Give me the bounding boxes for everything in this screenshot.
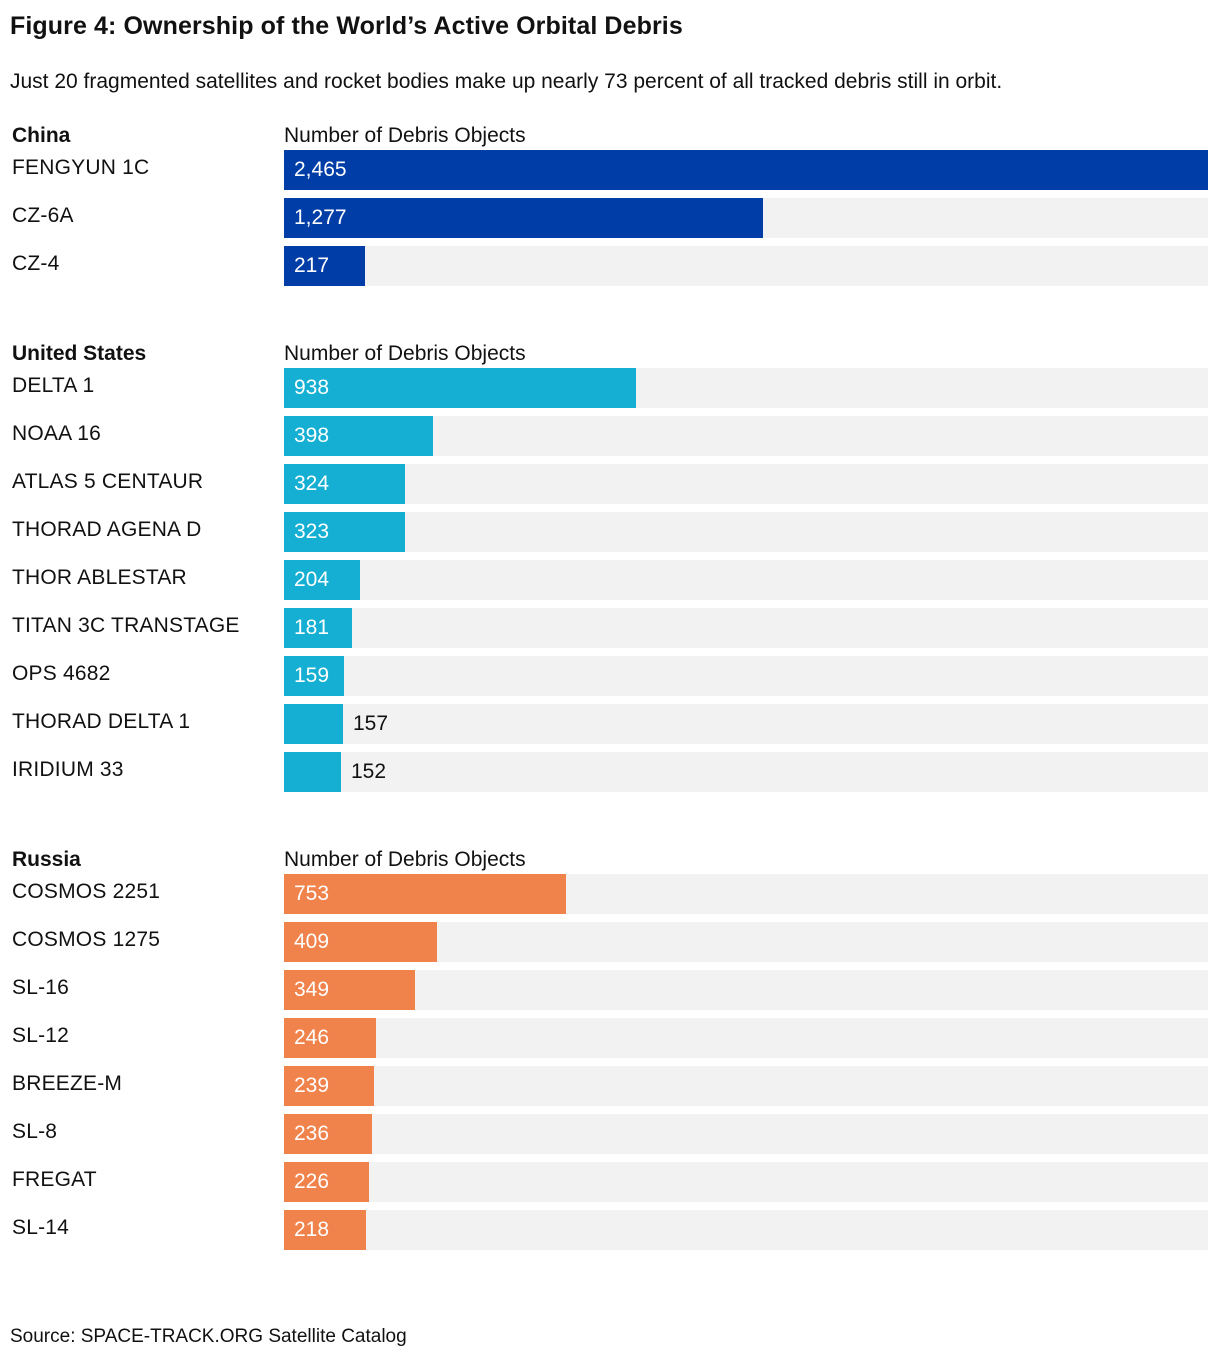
bar bbox=[284, 752, 341, 792]
bar bbox=[284, 922, 437, 962]
bar-track: 218 bbox=[284, 1210, 1208, 1250]
bar-track: 1,277 bbox=[284, 198, 1208, 238]
bar-track: 753 bbox=[284, 874, 1208, 914]
bar-value-label: 236 bbox=[294, 1122, 330, 1145]
bar-track: 246 bbox=[284, 1018, 1208, 1058]
bar bbox=[284, 1210, 366, 1250]
axis-label: Number of Debris Objects bbox=[284, 124, 526, 147]
bar bbox=[284, 970, 415, 1010]
bar-track: 239 bbox=[284, 1066, 1208, 1106]
bar bbox=[284, 560, 360, 600]
bar-value-label: 323 bbox=[294, 520, 330, 543]
bar bbox=[284, 198, 763, 238]
bar-track: 226 bbox=[284, 1162, 1208, 1202]
category-label: TITAN 3C TRANSTAGE bbox=[12, 614, 240, 637]
bar bbox=[284, 1162, 369, 1202]
bar bbox=[284, 1114, 372, 1154]
chart-subtitle: Just 20 fragmented satellites and rocket… bbox=[10, 70, 1003, 93]
category-label: BREEZE-M bbox=[12, 1072, 123, 1095]
category-label: SL-8 bbox=[12, 1120, 58, 1143]
bar-value-label: 239 bbox=[294, 1074, 330, 1097]
bar-value-label: 398 bbox=[294, 424, 330, 447]
category-label: THOR ABLESTAR bbox=[12, 566, 187, 589]
category-label: FREGAT bbox=[12, 1168, 97, 1191]
bar-track: 409 bbox=[284, 922, 1208, 962]
category-label: SL-16 bbox=[12, 976, 70, 999]
bar bbox=[284, 464, 405, 504]
bar-value-label: 753 bbox=[294, 882, 330, 905]
chart-title: Figure 4: Ownership of the World’s Activ… bbox=[10, 12, 683, 40]
bar-track: 349 bbox=[284, 970, 1208, 1010]
bar bbox=[284, 368, 636, 408]
bar-value-label: 246 bbox=[294, 1026, 330, 1049]
bar-track: 217 bbox=[284, 246, 1208, 286]
category-label: THORAD DELTA 1 bbox=[12, 710, 191, 733]
bar bbox=[284, 150, 1208, 190]
bar-value-label: 2,465 bbox=[294, 158, 347, 181]
bar-value-label: 217 bbox=[294, 254, 330, 277]
category-label: NOAA 16 bbox=[12, 422, 101, 445]
bar bbox=[284, 1018, 376, 1058]
bar-track: 2,465 bbox=[284, 150, 1208, 190]
bar-value-label: 159 bbox=[294, 664, 330, 687]
bar-track: 204 bbox=[284, 560, 1208, 600]
bar bbox=[284, 512, 405, 552]
category-label: CZ-6A bbox=[12, 204, 74, 227]
bar bbox=[284, 704, 343, 744]
bar-value-label: 409 bbox=[294, 930, 330, 953]
category-label: FENGYUN 1C bbox=[12, 156, 150, 179]
bar bbox=[284, 1066, 374, 1106]
bar-track: 398 bbox=[284, 416, 1208, 456]
category-label: DELTA 1 bbox=[12, 374, 95, 397]
bar-value-label: 204 bbox=[294, 568, 330, 591]
source-note: Source: SPACE-TRACK.ORG Satellite Catalo… bbox=[10, 1326, 407, 1347]
bar-value-label: 218 bbox=[294, 1218, 330, 1241]
bar bbox=[284, 656, 344, 696]
bar-value-label: 226 bbox=[294, 1170, 330, 1193]
bar-track: 236 bbox=[284, 1114, 1208, 1154]
bar-track: 152 bbox=[284, 752, 1208, 792]
bar-value-label: 1,277 bbox=[294, 206, 347, 229]
category-label: SL-14 bbox=[12, 1216, 70, 1239]
category-label: ATLAS 5 CENTAUR bbox=[12, 470, 204, 493]
bar bbox=[284, 416, 433, 456]
category-label: THORAD AGENA D bbox=[12, 518, 202, 541]
bar-value-label: 324 bbox=[294, 472, 330, 495]
category-label: OPS 4682 bbox=[12, 662, 111, 685]
group-label: Russia bbox=[12, 848, 81, 871]
category-label: SL-12 bbox=[12, 1024, 70, 1047]
bar-track: 181 bbox=[284, 608, 1208, 648]
axis-label: Number of Debris Objects bbox=[284, 342, 526, 365]
category-label: CZ-4 bbox=[12, 252, 60, 275]
category-label: COSMOS 2251 bbox=[12, 880, 161, 903]
bar-value-label: 349 bbox=[294, 978, 330, 1001]
group-label: China bbox=[12, 124, 71, 147]
bar-track: 938 bbox=[284, 368, 1208, 408]
bar-track: 324 bbox=[284, 464, 1208, 504]
bar-track: 323 bbox=[284, 512, 1208, 552]
bar-track: 159 bbox=[284, 656, 1208, 696]
bar-value-label: 181 bbox=[294, 616, 330, 639]
group-label: United States bbox=[12, 342, 147, 365]
category-label: IRIDIUM 33 bbox=[12, 758, 124, 781]
bar bbox=[284, 608, 352, 648]
category-label: COSMOS 1275 bbox=[12, 928, 161, 951]
bar-value-label: 938 bbox=[294, 376, 330, 399]
bar bbox=[284, 246, 365, 286]
axis-label: Number of Debris Objects bbox=[284, 848, 526, 871]
bar-value-label: 157 bbox=[353, 712, 389, 735]
bar bbox=[284, 874, 566, 914]
bar-value-label: 152 bbox=[351, 760, 387, 783]
bar-track: 157 bbox=[284, 704, 1208, 744]
